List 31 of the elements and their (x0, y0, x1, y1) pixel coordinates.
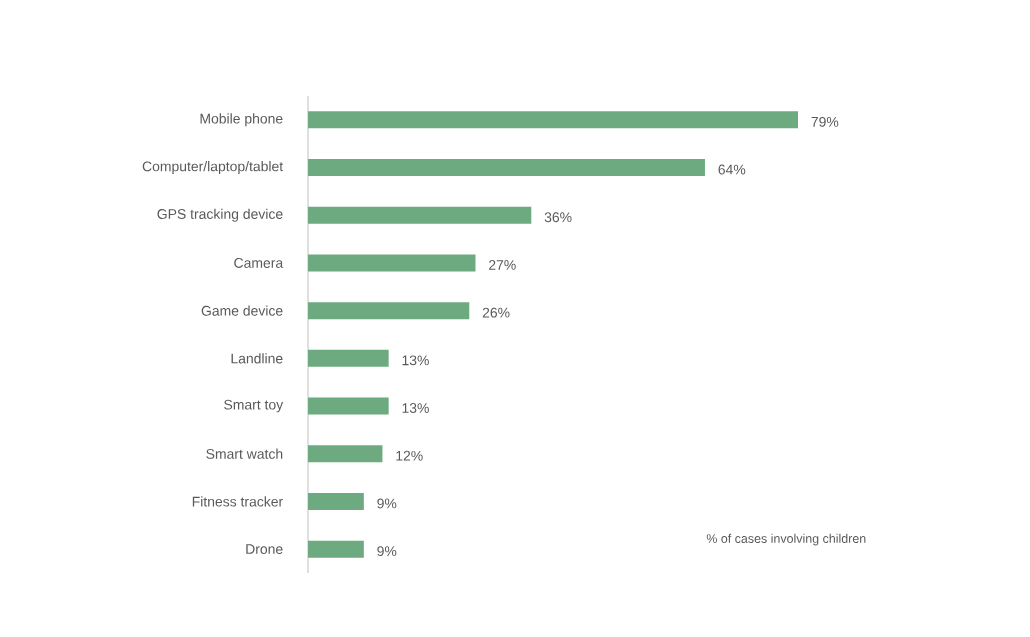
y-tick-label: Game device (201, 305, 283, 316)
y-tick-label: Camera (234, 257, 284, 268)
data-label: 13% (402, 403, 429, 413)
bar (308, 349, 389, 367)
y-tick-label: Fitness tracker (192, 496, 283, 507)
bar (308, 397, 389, 415)
bar (308, 540, 364, 558)
y-tick-label: Smart watch (206, 448, 283, 459)
y-tick-label: GPS tracking device (157, 208, 283, 222)
bar (308, 206, 532, 224)
y-tick-label: Mobile phone (200, 113, 283, 127)
data-label: 79% (811, 116, 839, 127)
y-tick-label: Drone (246, 544, 283, 555)
data-label: 27% (489, 260, 516, 270)
bar (308, 492, 364, 510)
data-label: 9% (377, 498, 397, 509)
data-label: 12% (396, 450, 423, 461)
bar (308, 254, 476, 272)
data-label: 13% (402, 355, 429, 366)
bar (308, 302, 470, 320)
y-tick-label: Smart toy (224, 399, 284, 413)
bar (308, 111, 799, 129)
data-label: 64% (718, 164, 746, 175)
y-tick-label: Landline (231, 353, 283, 364)
data-label: 26% (482, 307, 510, 318)
bar (308, 159, 705, 177)
data-label: 9% (377, 546, 397, 557)
data-label: 36% (544, 212, 572, 223)
bar (308, 445, 383, 463)
annotation: % of cases involving children (706, 533, 866, 546)
y-tick-label: Computer/laptop/tablet (142, 161, 284, 175)
